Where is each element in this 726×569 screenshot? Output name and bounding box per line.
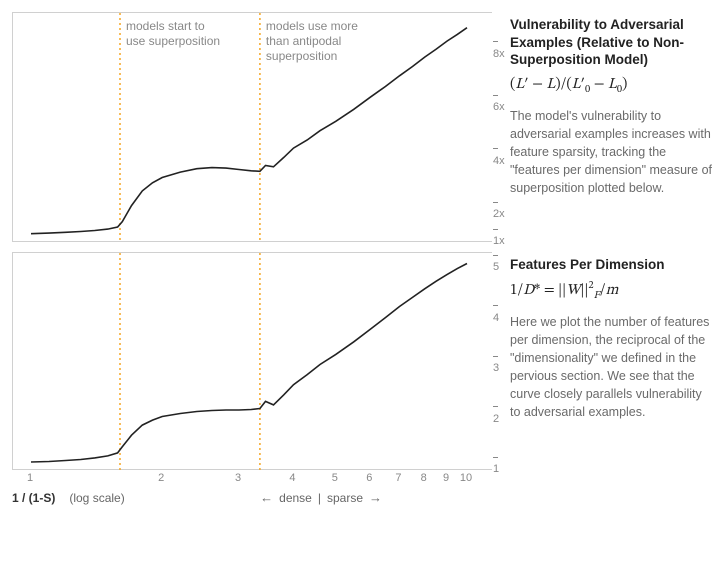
- top-title: Vulnerability to Adversarial Examples (R…: [510, 16, 714, 69]
- x-tick: 4: [289, 472, 295, 484]
- top-body: The model's vulnerability to adversarial…: [510, 107, 714, 198]
- bottom-chart: 12345: [12, 252, 492, 470]
- x-tick: 7: [395, 472, 401, 484]
- y-tick: 5: [493, 249, 500, 273]
- x-tick: 8: [421, 472, 427, 484]
- arrow-left-icon: ←: [260, 490, 273, 505]
- arrow-right-icon: →: [369, 490, 382, 505]
- top-formula: (L′ − L)/(L′0 − L0): [510, 75, 714, 97]
- y-tick: 4x: [493, 143, 505, 167]
- sparse-label: sparse: [327, 491, 363, 505]
- top-chart-svg: [13, 13, 493, 243]
- y-tick: 8x: [493, 36, 505, 60]
- y-tick: 6x: [493, 89, 505, 113]
- x-axis-ticks: 1 2 3 4 5 6 7 8 9 10: [12, 472, 492, 488]
- y-tick: 3: [493, 350, 500, 374]
- x-axis-label-row: 1 / (1-S) (log scale) ← dense | sparse →: [12, 490, 492, 505]
- y-tick: 4: [493, 300, 500, 324]
- y-tick: 1: [493, 451, 500, 475]
- x-axis-scale-note: (log scale): [69, 491, 124, 505]
- y-tick: 2x: [493, 196, 505, 220]
- annotation-superposition-start: models start touse superposition: [126, 19, 220, 49]
- x-tick: 5: [332, 472, 338, 484]
- x-tick: 9: [443, 472, 449, 484]
- x-axis-label: 1 / (1-S): [12, 491, 55, 505]
- x-tick: 6: [366, 472, 372, 484]
- annotation-antipodal: models use morethan antipodalsuperpositi…: [266, 19, 358, 64]
- bottom-chart-svg: [13, 253, 493, 471]
- dense-label: dense: [279, 491, 312, 505]
- x-tick: 1: [27, 472, 33, 484]
- bottom-title: Features Per Dimension: [510, 256, 714, 274]
- bottom-body: Here we plot the number of features per …: [510, 313, 714, 422]
- bottom-formula: 1/D* = ||W||2F/m: [510, 280, 714, 303]
- dense-sparse-separator: |: [318, 491, 321, 505]
- x-tick: 10: [460, 472, 472, 484]
- y-tick: 2: [493, 401, 500, 425]
- x-tick: 3: [235, 472, 241, 484]
- x-tick: 2: [158, 472, 164, 484]
- dense-sparse-indicator: ← dense | sparse →: [260, 490, 382, 505]
- y-tick: 1x: [493, 223, 505, 247]
- top-chart: models start touse superposition models …: [12, 12, 492, 242]
